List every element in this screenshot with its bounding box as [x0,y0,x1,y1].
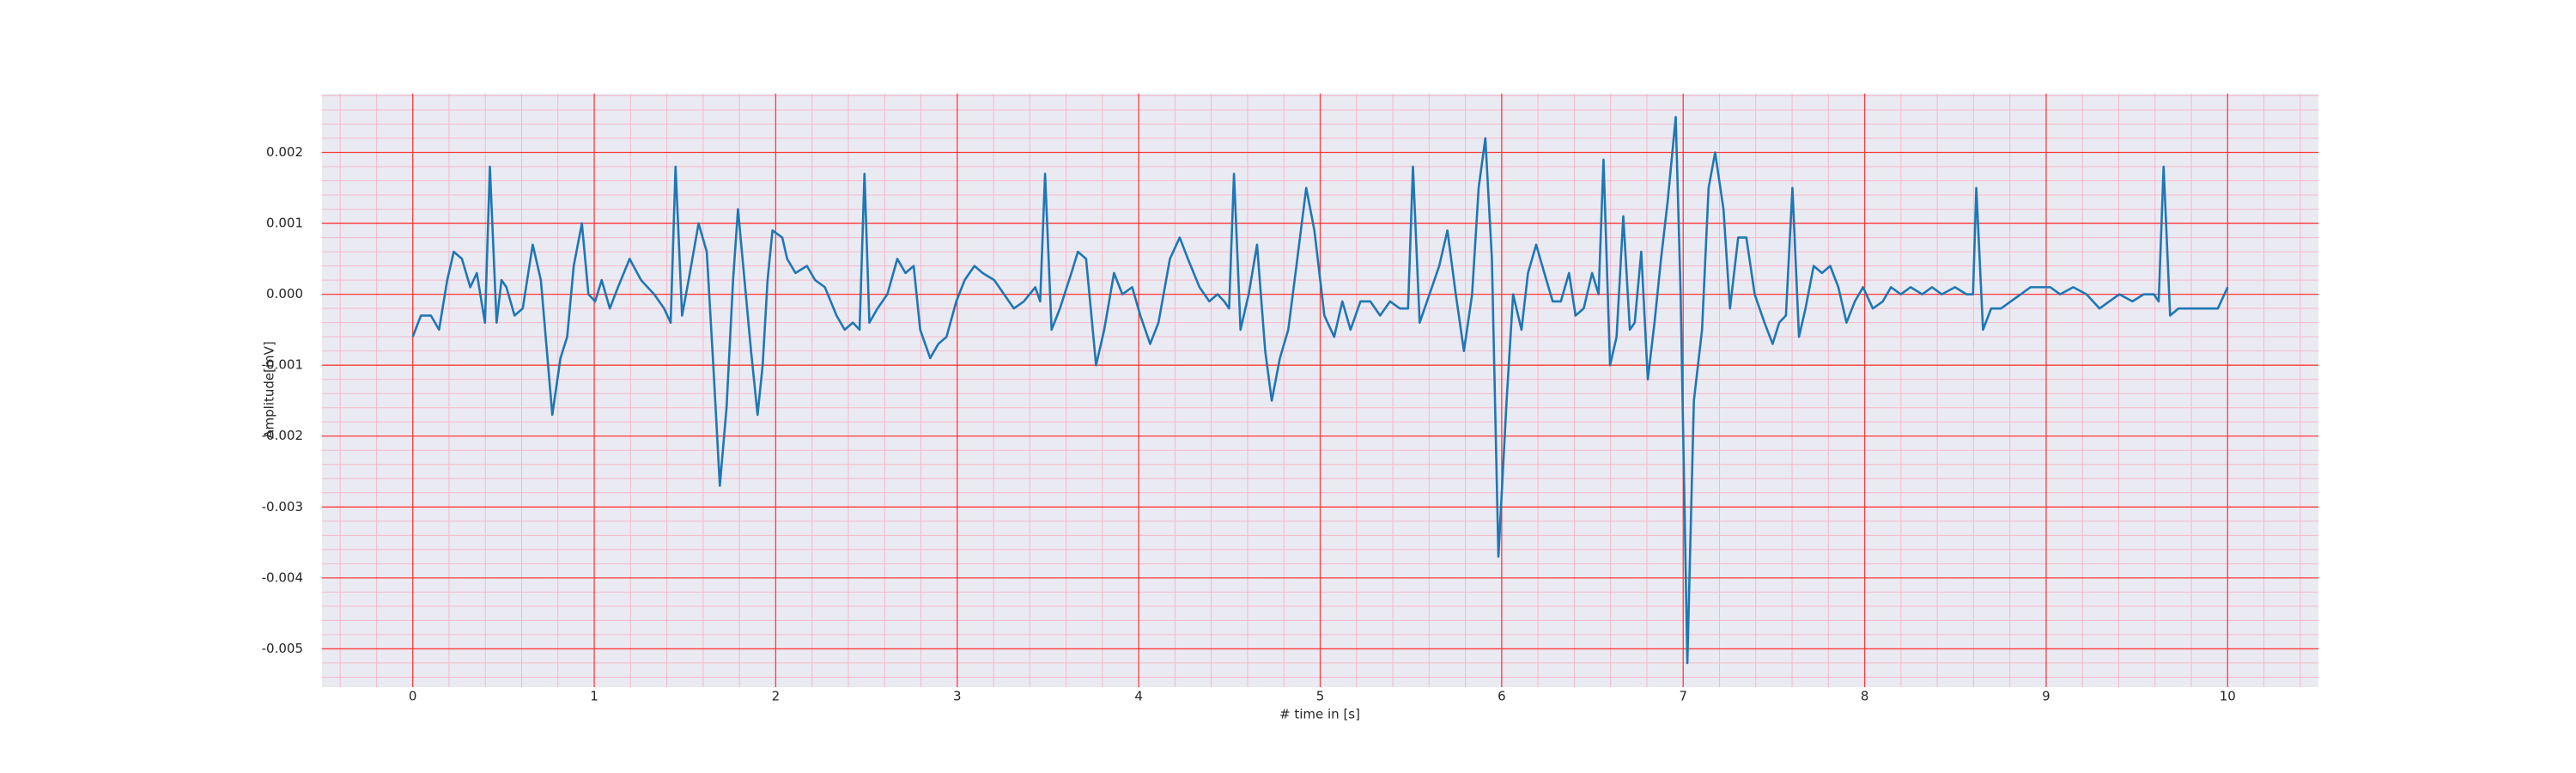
x-tick-label: 4 [1134,689,1143,704]
x-tick-label: 6 [1498,689,1506,704]
y-tick-label: 0.001 [266,216,303,231]
signal-line [411,115,2229,665]
x-tick-label: 3 [953,689,962,704]
x-tick-label: 7 [1679,689,1687,704]
x-tick-label: 8 [1861,689,1869,704]
y-tick-label: -0.003 [262,499,303,514]
x-tick-label: 10 [2220,689,2236,704]
x-axis-label: # time in [s] [1279,707,1360,722]
y-tick-label: 0.000 [266,286,303,301]
y-tick-label: -0.005 [262,641,303,656]
y-tick-label: -0.002 [262,428,303,443]
y-tick-label: -0.001 [262,357,303,373]
x-tick-label: 9 [2042,689,2050,704]
x-tick-label: 0 [409,689,417,704]
x-tick-label: 5 [1316,689,1325,704]
y-tick-label: -0.004 [262,569,303,585]
y-tick-label: 0.002 [266,144,303,160]
x-tick-label: 2 [772,689,781,704]
x-tick-label: 1 [590,689,598,704]
y-axis-label: Amplitude[mV] [262,341,277,438]
